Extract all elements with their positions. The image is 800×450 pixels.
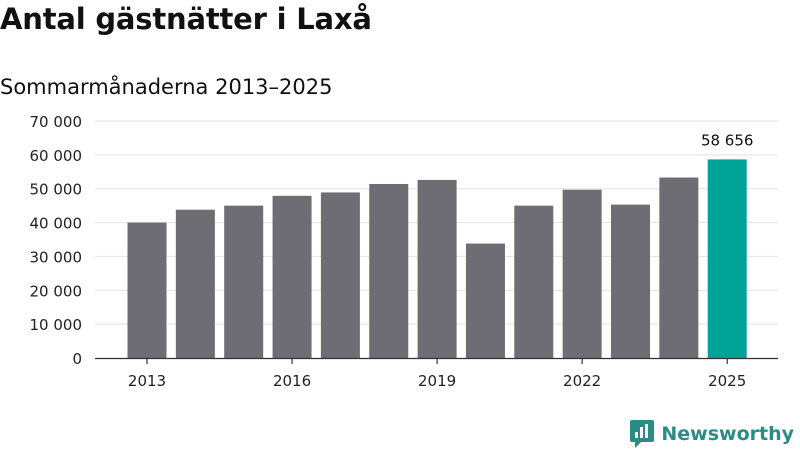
x-tick-label: 2022 (563, 372, 601, 390)
bar-2016 (272, 195, 312, 358)
newsworthy-logo-icon (630, 420, 655, 448)
x-tick-label: 2013 (128, 372, 166, 390)
bar-2020 (465, 243, 505, 358)
y-tick-label: 40 000 (30, 215, 83, 233)
y-tick-label: 60 000 (30, 147, 83, 165)
y-tick-label: 30 000 (30, 248, 83, 266)
bar-2017 (320, 192, 360, 358)
x-tick-label: 2016 (273, 372, 311, 390)
x-tick-label: 2025 (708, 372, 746, 390)
bar-2022 (562, 189, 602, 358)
brand-logo: Newsworthy (629, 419, 794, 449)
y-tick-label: 0 (72, 350, 82, 368)
bar-2024 (659, 177, 699, 358)
x-tick-label: 2019 (418, 372, 456, 390)
y-tick-label: 70 000 (30, 113, 83, 131)
page-title: Antal gästnätter i Laxå (0, 2, 372, 36)
brand-name: Newsworthy (661, 423, 794, 445)
y-tick-label: 50 000 (30, 181, 83, 199)
y-tick-label: 10 000 (30, 316, 83, 334)
page-subtitle: Sommarmånaderna 2013–2025 (0, 75, 333, 99)
bar-2014 (175, 209, 215, 358)
bar-2023 (611, 204, 650, 358)
y-tick-label: 20 000 (30, 282, 83, 300)
bar-2025 (707, 159, 747, 358)
bar-2015 (224, 205, 264, 358)
bar-2018 (369, 183, 409, 358)
bar-chart: 0 10 000 20 000 30 000 40 000 50 000 60 000 70 … (30, 113, 778, 390)
bar-2013 (127, 222, 167, 358)
bar-2021 (514, 205, 554, 358)
data-label: 58 656 (701, 131, 754, 149)
bar-2019 (417, 179, 457, 358)
